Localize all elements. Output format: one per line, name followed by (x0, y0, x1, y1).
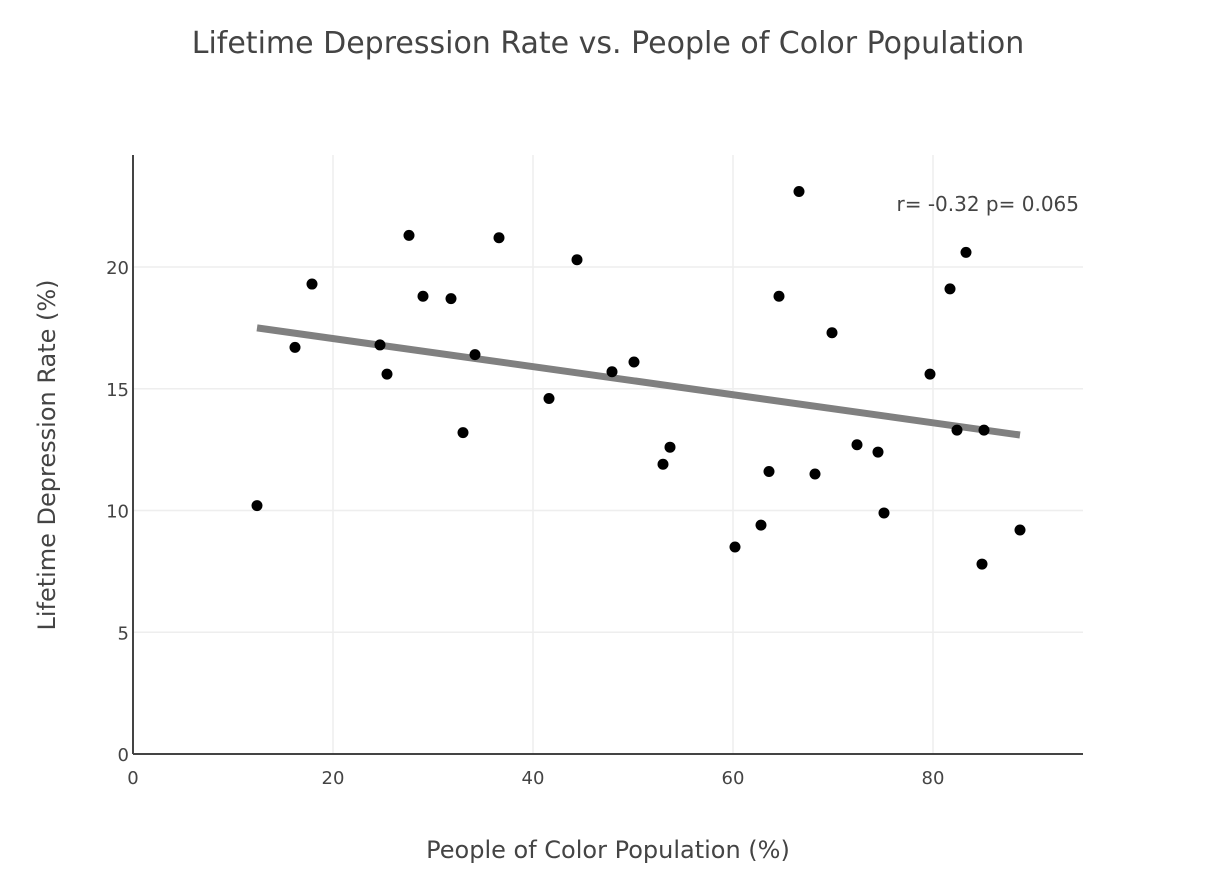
data-point[interactable] (976, 558, 988, 570)
data-point[interactable] (1014, 524, 1026, 536)
points-layer (251, 186, 1026, 570)
data-point[interactable] (729, 541, 741, 553)
data-point[interactable] (924, 368, 936, 380)
x-tick-label: 20 (322, 768, 345, 789)
data-point[interactable] (457, 427, 469, 439)
data-point[interactable] (445, 293, 457, 305)
data-point[interactable] (851, 439, 863, 451)
data-point[interactable] (606, 366, 618, 378)
correlation-annotation: r= -0.32 p= 0.065 (896, 192, 1079, 216)
data-point[interactable] (755, 519, 767, 531)
data-point[interactable] (826, 327, 838, 339)
data-point[interactable] (543, 392, 555, 404)
x-axis-title: People of Color Population (%) (426, 836, 790, 864)
data-point[interactable] (571, 254, 583, 266)
data-point[interactable] (469, 349, 481, 361)
data-point[interactable] (493, 232, 505, 244)
trendline (256, 324, 1021, 439)
data-point[interactable] (374, 339, 386, 351)
chart-title: Lifetime Depression Rate vs. People of C… (192, 26, 1025, 61)
data-point[interactable] (381, 368, 393, 380)
data-point[interactable] (403, 229, 415, 241)
data-point[interactable] (251, 500, 263, 512)
y-tick-label: 15 (106, 380, 129, 401)
data-point[interactable] (793, 186, 805, 198)
data-point[interactable] (978, 424, 990, 436)
data-point[interactable] (664, 441, 676, 453)
y-tick-label: 5 (118, 623, 129, 644)
x-tick-label: 80 (922, 768, 945, 789)
x-tick-labels: 0 20 40 60 80 (127, 768, 944, 789)
data-point[interactable] (944, 283, 956, 295)
trendline-layer (256, 324, 1021, 439)
data-point[interactable] (878, 507, 890, 519)
data-point[interactable] (306, 278, 318, 290)
y-tick-label: 0 (118, 745, 129, 766)
data-point[interactable] (951, 424, 963, 436)
data-point[interactable] (417, 290, 429, 302)
y-tick-labels: 0 5 10 15 20 (106, 258, 129, 766)
x-tick-label: 0 (127, 768, 138, 789)
data-point[interactable] (289, 341, 301, 353)
x-tick-label: 40 (522, 768, 545, 789)
data-point[interactable] (628, 356, 640, 368)
grid (133, 155, 1083, 754)
data-point[interactable] (809, 468, 821, 480)
x-tick-label: 60 (722, 768, 745, 789)
data-point[interactable] (872, 446, 884, 458)
data-point[interactable] (773, 290, 785, 302)
y-axis-title: Lifetime Depression Rate (%) (33, 279, 61, 630)
data-point[interactable] (960, 246, 972, 258)
data-point[interactable] (657, 458, 669, 470)
data-point[interactable] (763, 466, 775, 478)
y-tick-label: 10 (106, 502, 129, 523)
y-tick-label: 20 (106, 258, 129, 279)
